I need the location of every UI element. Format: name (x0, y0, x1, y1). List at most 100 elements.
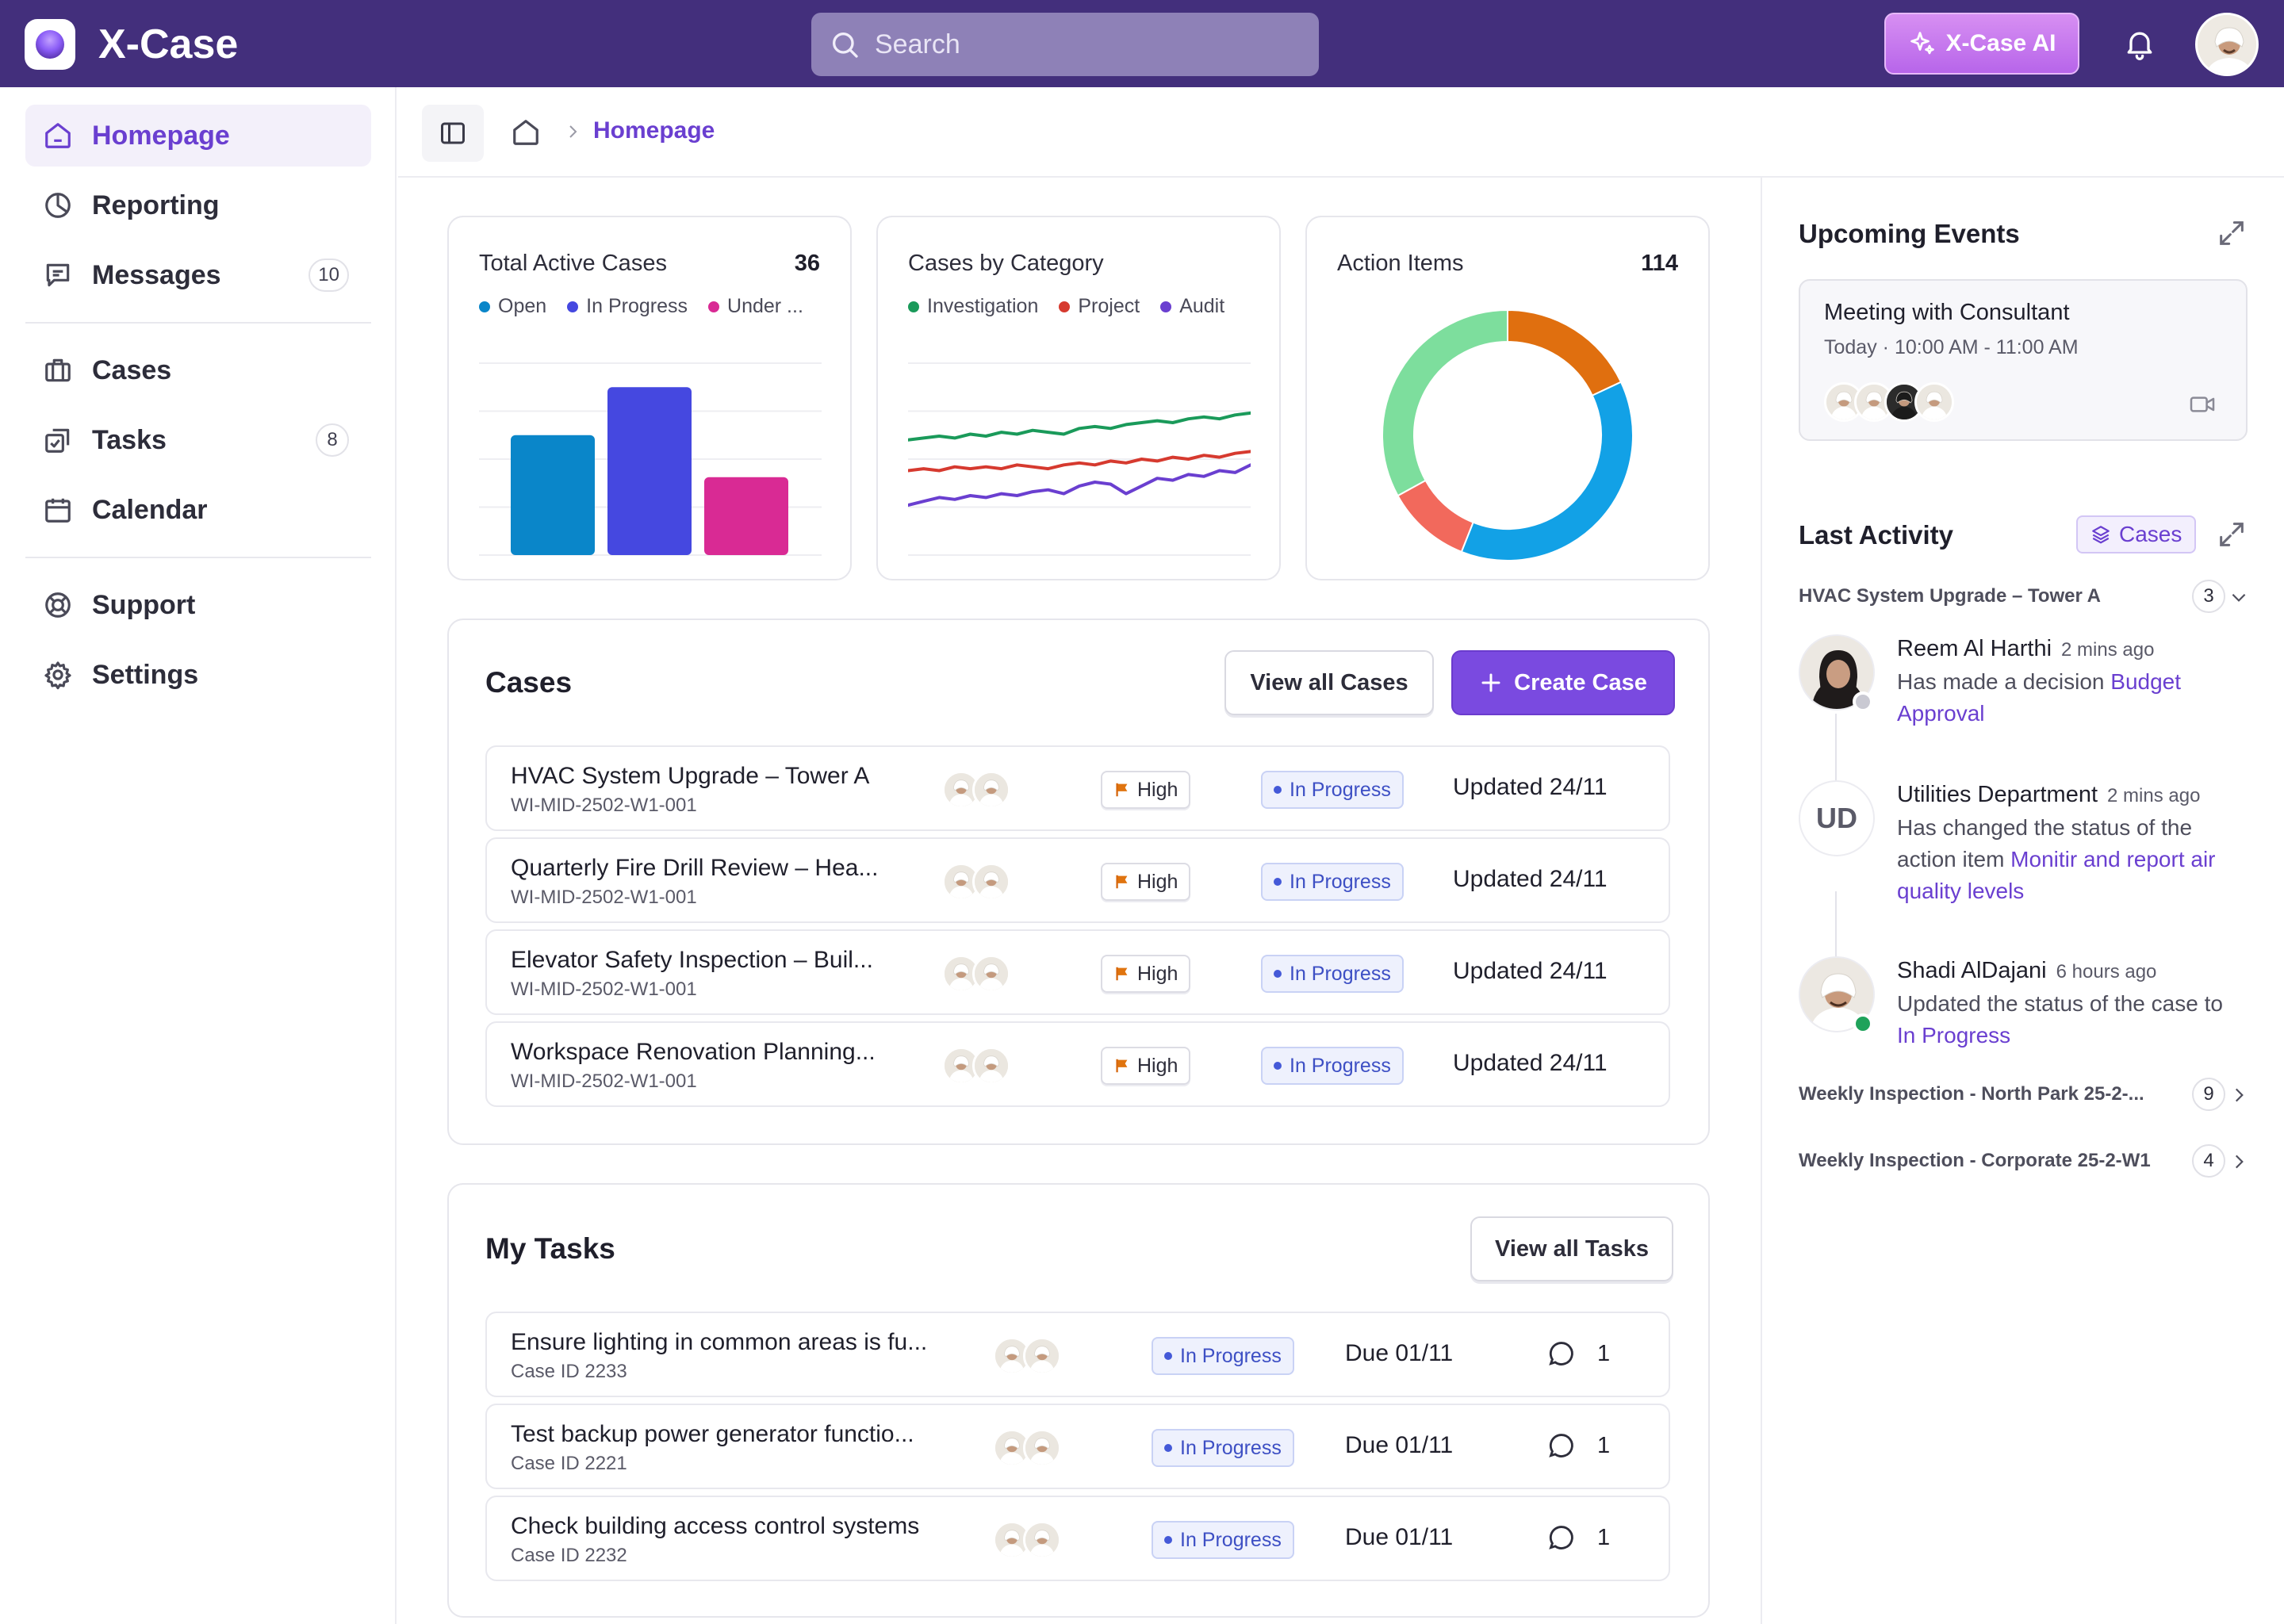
view-all-tasks-button[interactable]: View all Tasks (1470, 1216, 1673, 1281)
sidebar-item-cases[interactable]: Cases (25, 339, 371, 401)
flag-icon (1116, 967, 1128, 981)
sidebar-toggle-button[interactable] (422, 105, 484, 162)
filter-label: Cases (2119, 522, 2182, 546)
sidebar-item-homepage[interactable]: Homepage (25, 105, 371, 167)
task-row[interactable]: Test backup power generator functio... C… (485, 1404, 1670, 1489)
status-label: In Progress (1290, 1054, 1391, 1077)
event-time: Today · 10:00 AM - 11:00 AM (1824, 336, 2079, 358)
event-hours: 10:00 AM - 11:00 AM (1894, 336, 2079, 358)
task-row[interactable]: Ensure lighting in common areas is fu...… (485, 1312, 1670, 1397)
video-camera-icon[interactable] (2189, 393, 2216, 416)
actor-name: Reem Al Harthi (1897, 636, 2052, 661)
series-line-2[interactable] (908, 450, 1251, 473)
task-title: Ensure lighting in common areas is fu... (511, 1329, 928, 1355)
sidebar-item-label: Calendar (92, 494, 208, 525)
flag-icon (1116, 875, 1128, 889)
expand-icon[interactable] (2216, 217, 2248, 249)
activity-link[interactable]: Budget Approval (1897, 669, 2182, 726)
status-label: In Progress (1290, 870, 1391, 893)
donut-slice-4[interactable] (1382, 308, 1508, 497)
donut-slice-3[interactable] (1397, 479, 1474, 553)
sidebar-item-label: Settings (92, 659, 199, 690)
sidebar-item-tasks[interactable]: Tasks 8 (25, 409, 371, 471)
my-tasks-panel: My Tasks View all Tasks Ensure lighting … (447, 1183, 1710, 1618)
sidebar-item-calendar[interactable]: Calendar (25, 479, 371, 541)
activity-link[interactable]: In Progress (1897, 1023, 2011, 1048)
activity-message: Has changed the status of the action ite… (1897, 815, 2193, 871)
task-row[interactable]: Check building access control systems Ca… (485, 1496, 1670, 1581)
activity-group-header[interactable]: Weekly Inspection - Corporate 25-2-W1 4 (1799, 1143, 2248, 1178)
case-row[interactable]: Workspace Renovation Planning... WI-MID-… (485, 1021, 1670, 1107)
case-row[interactable]: Quarterly Fire Drill Review – Hea... WI-… (485, 837, 1670, 923)
sidebar-item-support[interactable]: Support (25, 574, 371, 636)
avatar (1023, 1521, 1061, 1559)
avatar-image (975, 957, 1008, 990)
expand-icon[interactable] (2216, 519, 2248, 550)
activity-filter-pill[interactable]: Cases (2076, 515, 2197, 553)
line-chart (908, 362, 1251, 556)
comment-count[interactable]: 1 (1546, 1522, 1610, 1553)
activity-actor: Reem Al Harthi 2 mins ago (1897, 636, 2154, 662)
app-logo[interactable] (25, 19, 75, 70)
chart-legend: Open In Progress Under ... (479, 295, 803, 318)
user-avatar[interactable] (2195, 13, 2259, 76)
legend-label: Audit (1179, 295, 1225, 317)
tasks-title: My Tasks (485, 1232, 615, 1265)
task-case-id: Case ID 2232 (511, 1545, 627, 1566)
avatar-image (995, 1431, 1029, 1465)
bar-2[interactable] (607, 387, 692, 555)
sidebar-item-messages[interactable]: Messages 10 (25, 244, 371, 306)
right-panel: Upcoming Events Meeting with Consultant … (1761, 178, 2284, 1624)
notification-bell-icon[interactable] (2122, 25, 2157, 62)
sidebar-divider (25, 557, 371, 558)
comment-count[interactable]: 1 (1546, 1339, 1610, 1369)
sidebar-item-reporting[interactable]: Reporting (25, 174, 371, 236)
event-card[interactable]: Meeting with Consultant Today · 10:00 AM… (1799, 279, 2248, 441)
activity-group-header[interactable]: Weekly Inspection - North Park 25-2-... … (1799, 1077, 2248, 1112)
series-line-3[interactable] (908, 463, 1251, 508)
search-box[interactable] (811, 13, 1319, 76)
card-value: 36 (794, 251, 820, 276)
assignee-avatars (942, 955, 1018, 993)
xcase-ai-label: X-Case AI (1945, 30, 2056, 56)
sidebar-item-label: Cases (92, 354, 172, 385)
bar-3[interactable] (704, 477, 788, 555)
activity-text: Updated the status of the case to In Pro… (1897, 988, 2246, 1051)
status-label: In Progress (1290, 778, 1391, 801)
donut-slice-1[interactable] (1507, 308, 1623, 397)
sidebar-toggle-icon (441, 122, 465, 144)
sidebar-item-settings[interactable]: Settings (25, 644, 371, 706)
activity-group-header[interactable]: HVAC System Upgrade – Tower A 3 (1799, 579, 2248, 614)
group-label: Weekly Inspection - North Park 25-2-... (1799, 1083, 2144, 1105)
activity-link[interactable]: Monitir and report air quality levels (1897, 847, 2216, 903)
donut-slice-2[interactable] (1460, 381, 1634, 561)
series-line-1[interactable] (908, 411, 1251, 442)
lifebuoy-icon (45, 592, 71, 618)
group-count-badge: 9 (2192, 1078, 2225, 1111)
avatar-image (1857, 385, 1891, 419)
avatar-image (1025, 1339, 1059, 1373)
legend-item: Audit (1160, 295, 1224, 318)
breadcrumb-home-icon[interactable] (511, 117, 541, 147)
gear-icon (44, 661, 71, 690)
avatar-image (975, 865, 1008, 898)
case-title: Elevator Safety Inspection – Buil... (511, 947, 873, 973)
legend-label: Investigation (927, 295, 1039, 317)
bar-1[interactable] (511, 435, 595, 555)
search-input[interactable] (875, 13, 1303, 76)
create-case-button[interactable]: Create Case (1451, 650, 1675, 715)
chevron-right-icon (2235, 1155, 2244, 1169)
group-label: HVAC System Upgrade – Tower A (1799, 585, 2101, 607)
view-all-cases-button[interactable]: View all Cases (1224, 650, 1434, 715)
avatar (1799, 956, 1875, 1032)
total-active-cases-card: Total Active Cases 36 Open In Progress U… (447, 216, 852, 580)
event-title: Meeting with Consultant (1824, 300, 2070, 325)
case-row[interactable]: HVAC System Upgrade – Tower A WI-MID-250… (485, 745, 1670, 831)
task-title: Test backup power generator functio... (511, 1421, 914, 1447)
xcase-ai-button[interactable]: X-Case AI (1884, 13, 2079, 75)
case-id: WI-MID-2502-W1-001 (511, 887, 697, 908)
plus-icon (1481, 673, 1500, 692)
home-icon (45, 123, 71, 148)
case-row[interactable]: Elevator Safety Inspection – Buil... WI-… (485, 929, 1670, 1015)
comment-count[interactable]: 1 (1546, 1431, 1610, 1461)
